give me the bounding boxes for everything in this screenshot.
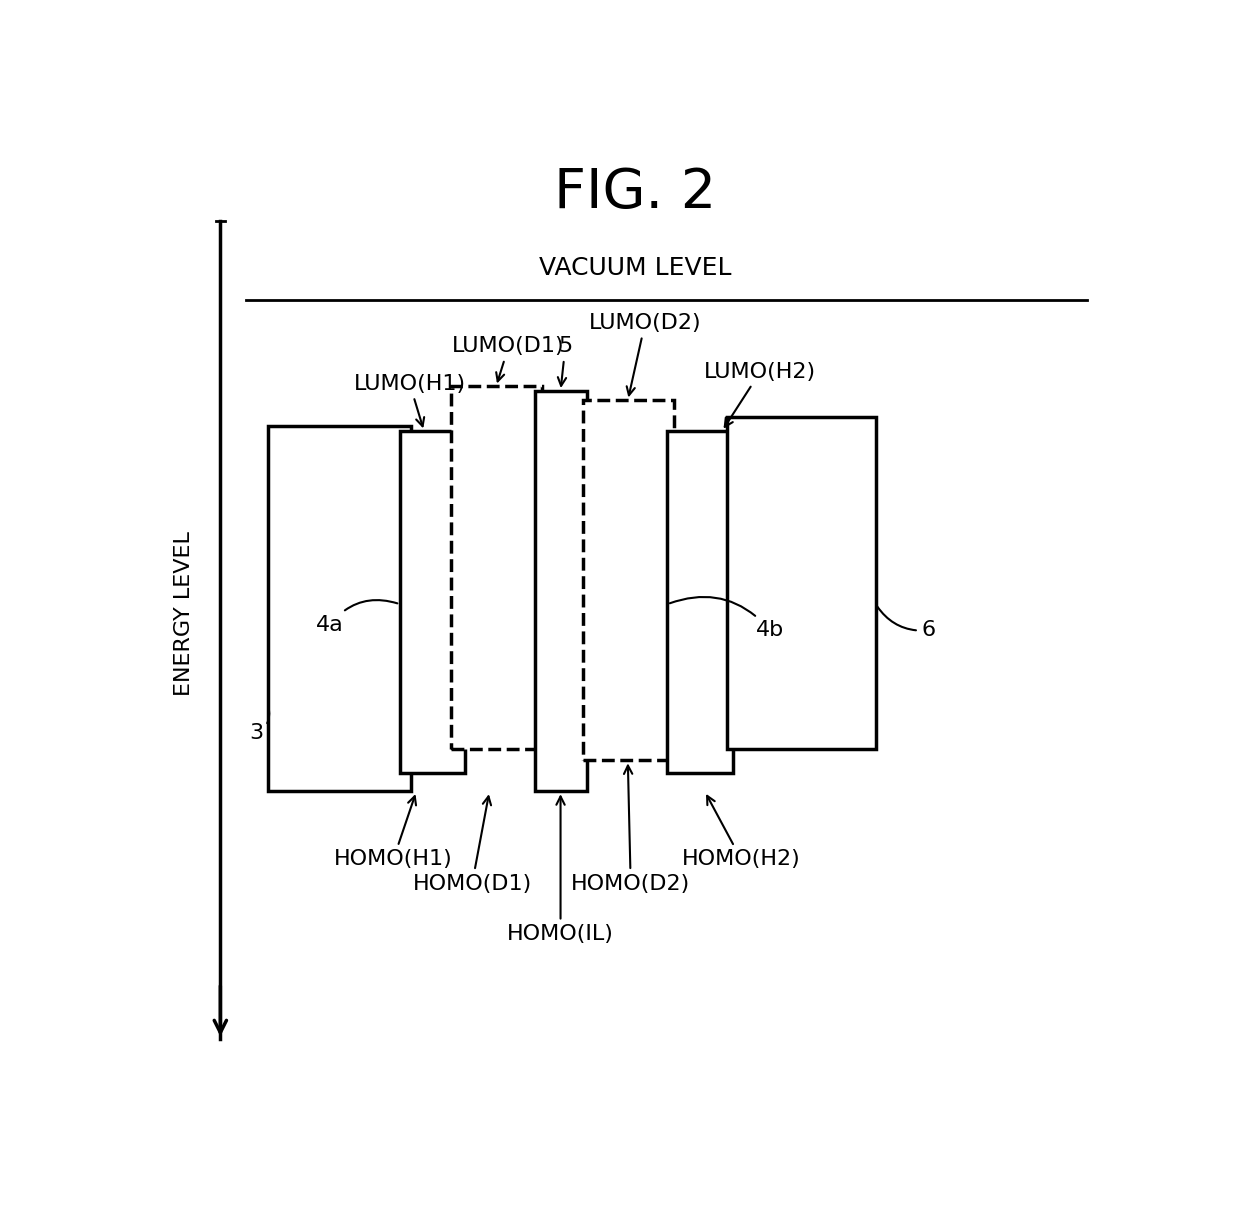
Text: 4b: 4b xyxy=(670,597,784,640)
Bar xyxy=(534,391,588,791)
Text: HOMO(H2): HOMO(H2) xyxy=(682,796,801,870)
Bar xyxy=(583,400,675,761)
Text: LUMO(H2): LUMO(H2) xyxy=(704,362,816,426)
Text: HOMO(D1): HOMO(D1) xyxy=(413,796,532,894)
Bar xyxy=(451,386,542,750)
Bar xyxy=(268,426,410,791)
Bar xyxy=(401,431,465,773)
Text: 5: 5 xyxy=(558,337,573,386)
Bar xyxy=(667,431,733,773)
Text: HOMO(D2): HOMO(D2) xyxy=(572,765,691,894)
Text: LUMO(D2): LUMO(D2) xyxy=(589,313,702,395)
Text: 3: 3 xyxy=(249,710,269,744)
Text: HOMO(IL): HOMO(IL) xyxy=(507,797,614,944)
Bar xyxy=(727,417,875,750)
Text: FIG. 2: FIG. 2 xyxy=(554,165,717,220)
Text: LUMO(H1): LUMO(H1) xyxy=(353,374,466,426)
Text: 6: 6 xyxy=(877,606,936,640)
Text: VACUUM LEVEL: VACUUM LEVEL xyxy=(539,255,732,279)
Text: HOMO(H1): HOMO(H1) xyxy=(334,796,453,870)
Text: ENERGY LEVEL: ENERGY LEVEL xyxy=(174,531,193,696)
Text: LUMO(D1): LUMO(D1) xyxy=(453,337,565,382)
Text: 4a: 4a xyxy=(316,600,397,634)
